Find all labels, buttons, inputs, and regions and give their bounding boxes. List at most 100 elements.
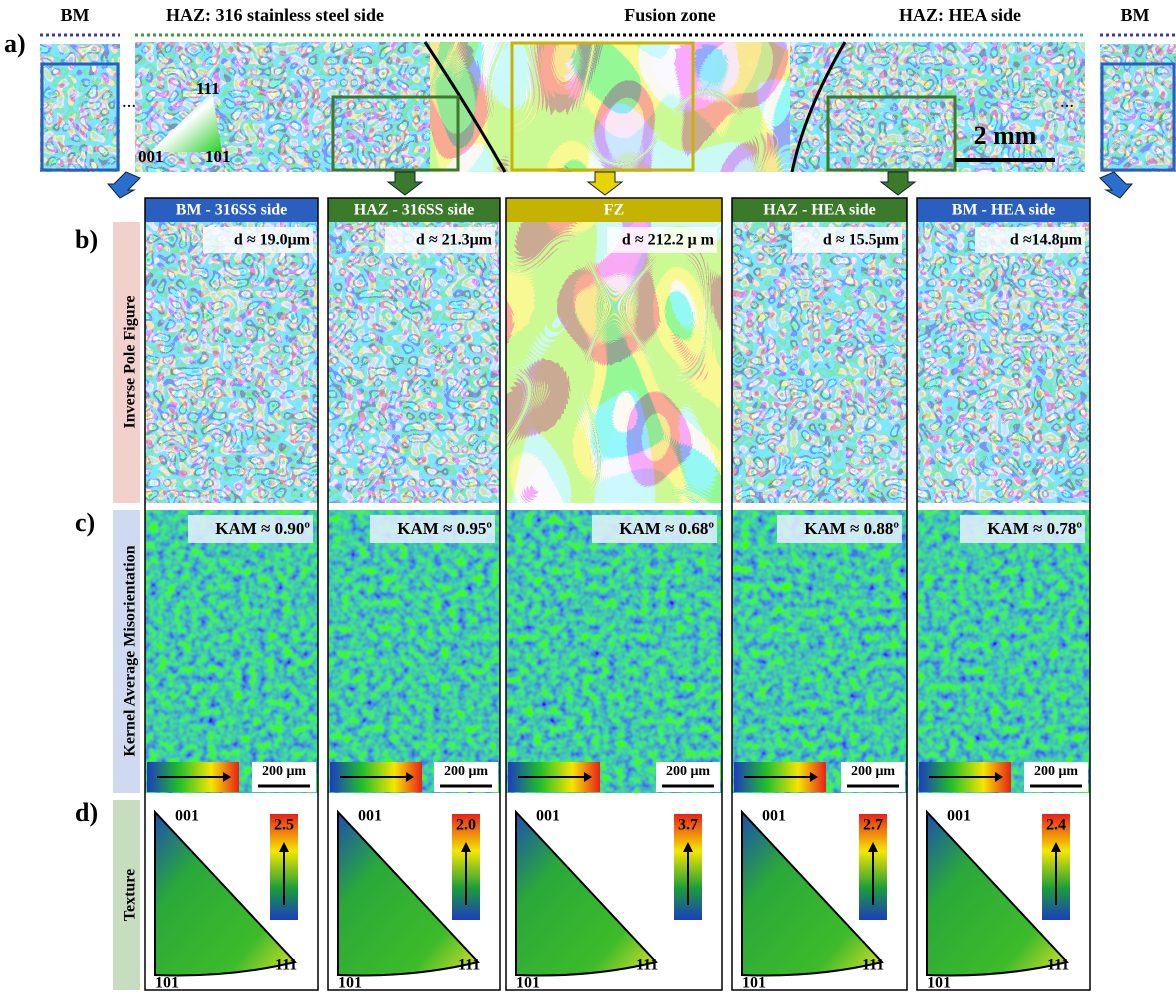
pole-figure xyxy=(337,809,480,977)
panel-label: a) xyxy=(4,29,26,58)
scale-bar-label: 200 μm xyxy=(444,764,488,779)
pole-figure xyxy=(926,809,1069,977)
kam-map xyxy=(917,510,1090,793)
zone-label: HAZ: HEA side xyxy=(899,5,1021,25)
panel-label: b) xyxy=(75,225,98,254)
zone-label: HAZ: 316 stainless steel side xyxy=(166,5,384,25)
pole-label: 001 xyxy=(947,808,971,825)
arrows xyxy=(106,171,1134,199)
label-bg xyxy=(960,515,1085,543)
ipf-key-label: 101 xyxy=(205,147,231,166)
label-bg xyxy=(607,227,717,253)
kam-map xyxy=(328,510,500,793)
grain-size: d ≈14.8μm xyxy=(1010,232,1083,249)
arrow xyxy=(879,171,917,196)
zone-labels: BM HAZ: 316 stainless steel side Fusion zo… xyxy=(40,5,1176,37)
pole-label: 101 xyxy=(742,975,766,992)
ipf-map xyxy=(506,222,722,503)
pole-figure xyxy=(154,809,297,977)
pole-label: 101 xyxy=(927,975,951,992)
pole-label: 101 xyxy=(516,975,540,992)
scale-bar-label: 2 mm xyxy=(974,121,1037,150)
column-frame xyxy=(327,197,501,991)
grain-size: d ≈ 19.0μm xyxy=(234,232,311,249)
arrow xyxy=(106,171,141,199)
pole-label: 111 xyxy=(458,957,480,974)
ipf-key xyxy=(150,92,222,152)
pole-label: 001 xyxy=(175,808,199,825)
ipf-map xyxy=(145,222,318,503)
pole-label: 101 xyxy=(338,975,362,992)
texture-max: 3.7 xyxy=(678,817,698,834)
column-frame xyxy=(144,197,319,991)
label-bg xyxy=(975,227,1085,253)
label-bg xyxy=(592,515,717,543)
label-bg xyxy=(203,227,313,253)
grain-size: d ≈ 15.5μm xyxy=(823,232,900,249)
column-frame xyxy=(916,197,1091,991)
pole-label: 001 xyxy=(536,808,560,825)
kam-map xyxy=(145,510,318,793)
grain-size: d ≈ 212.2 μ m xyxy=(622,232,715,249)
texture-arrowhead xyxy=(461,842,471,852)
texture-max: 2.4 xyxy=(1046,817,1066,834)
column-title: BM - 316SS side xyxy=(176,202,288,219)
label-bg xyxy=(370,515,495,543)
texture-max: 2.7 xyxy=(863,817,883,834)
texture-arrowhead xyxy=(1051,842,1061,852)
column-title: FZ xyxy=(604,202,624,219)
region-box xyxy=(510,41,695,172)
kam-map xyxy=(506,510,722,793)
scale-bar-label: 200 μm xyxy=(851,764,895,779)
label-bg xyxy=(792,227,902,253)
scale-bar-label: 200 μm xyxy=(262,764,306,779)
panel-label: d) xyxy=(75,798,98,827)
column-header xyxy=(328,198,500,222)
arrow xyxy=(586,171,624,196)
texture-max: 2.0 xyxy=(456,817,476,834)
ipf-map xyxy=(732,222,907,503)
column-header xyxy=(145,198,318,222)
row-title-box xyxy=(113,510,140,793)
arrow xyxy=(386,171,424,196)
region-box xyxy=(331,95,460,172)
texture-max: 2.5 xyxy=(274,817,294,834)
scale-bar-label: 200 μm xyxy=(1034,764,1078,779)
kam-map xyxy=(732,510,907,793)
ipf-map xyxy=(917,222,1090,503)
fusion-boundary xyxy=(423,41,507,173)
zone-label: BM xyxy=(1121,5,1150,25)
kam-arrowhead xyxy=(406,772,414,782)
ellipsis: … xyxy=(122,96,136,111)
kam-arrowhead xyxy=(810,772,818,782)
scale-bar-label: 200 μm xyxy=(666,764,710,779)
grain-size: d ≈ 21.3μm xyxy=(416,232,493,249)
column-title: HAZ - HEA side xyxy=(763,202,875,219)
texture-arrowhead xyxy=(683,842,693,852)
zone-label: BM xyxy=(61,5,90,25)
column-header xyxy=(732,198,907,222)
texture-arrowhead xyxy=(868,842,878,852)
pole-label: 111 xyxy=(862,957,884,974)
row-title-box xyxy=(113,800,140,990)
row-title-box xyxy=(113,222,140,503)
column-title: HAZ - 316SS side xyxy=(354,202,474,219)
row-title: Inverse Pole Figure xyxy=(122,295,139,428)
columns: BM - 316SS side d ≈ 19.0μm KAM ≈ 0.90º 200 … xyxy=(144,197,1091,992)
kam-value: KAM ≈ 0.78º xyxy=(987,519,1082,538)
pole-label: 001 xyxy=(358,808,382,825)
label-bg xyxy=(385,227,495,253)
arrow xyxy=(1099,171,1134,199)
ipf-key-label: 111 xyxy=(196,79,220,98)
kam-value: KAM ≈ 0.95º xyxy=(397,519,492,538)
panel-label: c) xyxy=(75,508,95,537)
row-title: Kernel Average Misorientation xyxy=(122,545,139,756)
column-header xyxy=(506,198,722,222)
pole-label: 111 xyxy=(1047,957,1069,974)
kam-value: KAM ≈ 0.88º xyxy=(804,519,899,538)
column-frame xyxy=(731,197,908,991)
texture-arrowhead xyxy=(279,842,289,852)
region-box xyxy=(40,62,120,172)
label-bg xyxy=(777,515,902,543)
